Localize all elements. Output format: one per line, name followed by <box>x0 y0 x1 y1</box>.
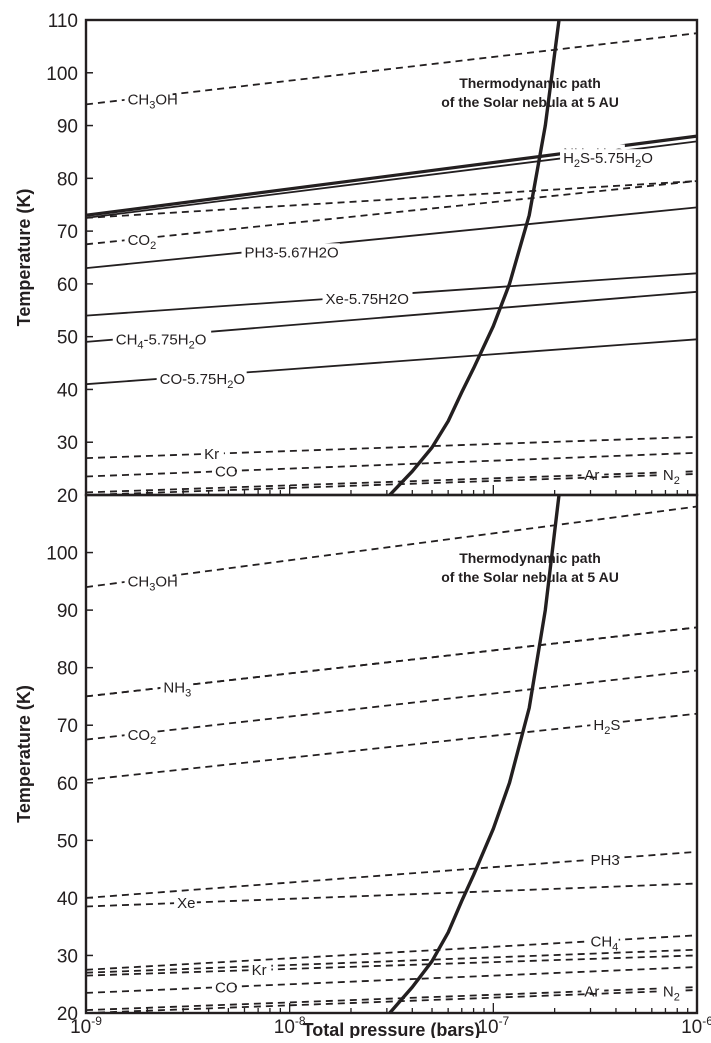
curve-label-kr: Kr <box>252 962 267 979</box>
curve-n2-top <box>86 473 697 495</box>
curve-label-ch4: CH4 <box>591 933 619 953</box>
curve-label-co2: CO2 <box>128 727 157 747</box>
curve-label-ch3oh: CH3OH <box>128 92 178 112</box>
curve-label-bg <box>587 850 619 869</box>
thermodynamic-path-curve-bottom <box>388 495 561 1013</box>
curve-label-bg <box>174 894 197 913</box>
y-tick-label-top: 100 <box>46 64 78 85</box>
curve-ar-top <box>86 470 697 494</box>
y-tick-label-top: 30 <box>57 433 78 454</box>
curve-label-bg <box>248 961 272 980</box>
x-axis-title: Total pressure (bars) <box>303 1020 481 1038</box>
curve-label-bg <box>212 978 235 997</box>
x-tick-label: 10-9 <box>70 1014 102 1038</box>
thermodynamic-path-label-line1: Thermodynamic path <box>459 75 601 91</box>
curve-label-bg <box>112 330 212 349</box>
curve-label-h2s-5.75h2o: H2S-5.75H2O <box>563 150 653 170</box>
curve-label-bg <box>124 230 156 249</box>
y-tick-label-top: 90 <box>57 117 78 138</box>
curve-co-bottom <box>86 966 697 994</box>
curve-label-co: CO <box>215 979 238 996</box>
curve-h2s-bottom <box>86 712 697 781</box>
curve-label-xe-5.75h2o: Xe-5.75H2O <box>326 291 409 308</box>
curve-label-bg <box>590 715 622 734</box>
curve-label-bg <box>160 678 192 697</box>
curve-label-bg <box>124 725 156 744</box>
curve-kr-top <box>86 436 697 459</box>
curve-label-xe: Xe <box>177 895 195 912</box>
y-tick-label-top: 60 <box>57 275 78 296</box>
curve-label-co2: CO2 <box>128 232 157 252</box>
curve-label-bg <box>659 466 683 485</box>
curve-ghost-1-top <box>86 180 697 219</box>
x-tick-label: 10-7 <box>477 1014 509 1038</box>
y-tick-label-bottom: 90 <box>57 601 78 622</box>
curve-label-bg <box>581 466 605 485</box>
curve-label-nh3: NH3 <box>163 680 191 700</box>
y-tick-label-bottom: 30 <box>57 946 78 967</box>
thermodynamic-path-label-line1: Thermodynamic path <box>459 550 601 566</box>
y-tick-label-bottom: 40 <box>57 889 78 910</box>
curve-label-bg <box>124 90 173 109</box>
y-tick-label-bottom: 70 <box>57 716 78 737</box>
y-tick-label-top: 70 <box>57 222 78 243</box>
curve-label-co: CO <box>215 464 238 481</box>
y-tick-label-bottom: 20 <box>57 1004 78 1025</box>
curve-label-bg <box>241 243 340 262</box>
curve-ch3oh-top <box>86 32 697 106</box>
curve-ghost-2-bottom <box>86 948 697 974</box>
curve-label-ar: Ar <box>584 467 599 484</box>
curve-label-ph3-5.67h2o: PH3-5.67H2O <box>244 244 338 261</box>
curve-label-n2: N2 <box>663 467 680 487</box>
curve-label-h2s: H2S <box>593 717 620 737</box>
thermodynamic-path-label-line2: of the Solar nebula at 5 AU <box>441 569 619 585</box>
curve-ar-bottom <box>86 986 697 1011</box>
y-tick-label-top: 110 <box>48 11 78 32</box>
curve-label-bg <box>124 572 173 591</box>
curve-n2-bottom <box>86 989 697 1013</box>
y-axis-title-top: Temperature (K) <box>14 189 34 327</box>
y-tick-label-top: 20 <box>57 486 78 507</box>
y-tick-label-bottom: 80 <box>57 659 78 680</box>
x-tick-label: 10-8 <box>274 1014 306 1038</box>
curve-label-bg <box>322 290 413 309</box>
curve-co2-bottom <box>86 669 697 741</box>
curve-label-co-5.75h2o: CO-5.75H2O <box>160 371 245 391</box>
curve-label-bg <box>560 149 659 168</box>
curve-label-bg <box>212 462 235 481</box>
y-tick-label-bottom: 100 <box>46 544 78 565</box>
curve-label-bg <box>201 444 224 463</box>
thermodynamic-path-label-line2: of the Solar nebula at 5 AU <box>441 94 619 110</box>
y-tick-label-top: 40 <box>57 380 78 401</box>
curve-label-bg <box>156 369 247 388</box>
y-tick-label-bottom: 50 <box>57 831 78 852</box>
y-axis-title-bottom: Temperature (K) <box>14 685 34 823</box>
thermodynamic-path-curve-top <box>388 20 561 495</box>
y-tick-label-bottom: 60 <box>57 774 78 795</box>
curve-label-ar: Ar <box>584 983 599 1000</box>
y-tick-label-top: 80 <box>57 169 78 190</box>
curve-kr-bottom <box>86 954 697 977</box>
panel-top: 20 30 40 50 60 70 80 90 100 110 Temperature (K) CH3… <box>14 11 699 507</box>
x-tick-label: 10-6 <box>681 1014 711 1038</box>
curve-ch3oh-bottom <box>86 505 697 588</box>
curve-co2-top <box>86 180 697 246</box>
curve-label-kr: Kr <box>204 446 219 463</box>
y-tick-label-top: 50 <box>57 328 78 349</box>
curve-co-top <box>86 451 697 478</box>
curve-label-bg <box>581 982 605 1001</box>
curve-label-bg <box>659 982 683 1001</box>
curve-label-bg <box>587 932 619 951</box>
panel-bottom: 20 30 40 50 60 70 80 90 100 10-9 10-8 10-7 10-6 Total… <box>14 493 711 1040</box>
curve-label-n2: N2 <box>663 983 680 1003</box>
curve-label-ph3: PH3 <box>591 852 620 869</box>
curve-label-ch3oh: CH3OH <box>128 574 178 594</box>
curve-ph3-5.67h2o-top <box>86 206 697 269</box>
curve-label-ch4-5.75h2o: CH4-5.75H2O <box>116 332 207 352</box>
